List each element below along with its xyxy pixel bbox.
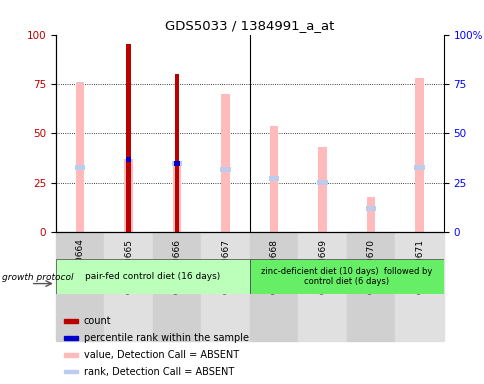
Bar: [221, 94, 229, 232]
Bar: [269, 126, 278, 232]
Bar: [124, 159, 133, 232]
Bar: [413, 165, 424, 169]
Bar: [171, 161, 182, 166]
Bar: [63, 336, 77, 339]
Bar: [63, 353, 77, 356]
Bar: [317, 180, 327, 185]
Text: count: count: [83, 316, 111, 326]
Bar: [346, 232, 394, 341]
Bar: [174, 161, 180, 166]
Text: rank, Detection Call = ABSENT: rank, Detection Call = ABSENT: [83, 367, 233, 377]
Bar: [365, 206, 376, 211]
Bar: [152, 232, 201, 341]
Text: percentile rank within the sample: percentile rank within the sample: [83, 333, 248, 343]
Bar: [414, 78, 423, 232]
Text: growth protocol: growth protocol: [2, 273, 74, 282]
Bar: [366, 197, 375, 232]
Bar: [249, 259, 443, 294]
Text: pair-fed control diet (16 days): pair-fed control diet (16 days): [85, 272, 220, 281]
Text: zinc-deficient diet (10 days)  followed by
control diet (6 days): zinc-deficient diet (10 days) followed b…: [260, 267, 432, 286]
Bar: [75, 165, 85, 169]
Bar: [63, 319, 77, 323]
Bar: [268, 177, 279, 181]
Bar: [63, 370, 77, 373]
Bar: [172, 163, 181, 232]
Text: value, Detection Call = ABSENT: value, Detection Call = ABSENT: [83, 350, 238, 360]
Bar: [56, 259, 249, 294]
Bar: [56, 232, 104, 341]
Bar: [249, 232, 298, 341]
Bar: [126, 45, 131, 232]
Bar: [76, 82, 84, 232]
Bar: [220, 167, 230, 172]
Bar: [125, 157, 131, 162]
Bar: [174, 74, 179, 232]
Bar: [318, 147, 326, 232]
Bar: [298, 232, 346, 341]
Title: GDS5033 / 1384991_a_at: GDS5033 / 1384991_a_at: [165, 19, 334, 32]
Bar: [394, 232, 443, 341]
Bar: [104, 232, 152, 341]
Bar: [201, 232, 249, 341]
